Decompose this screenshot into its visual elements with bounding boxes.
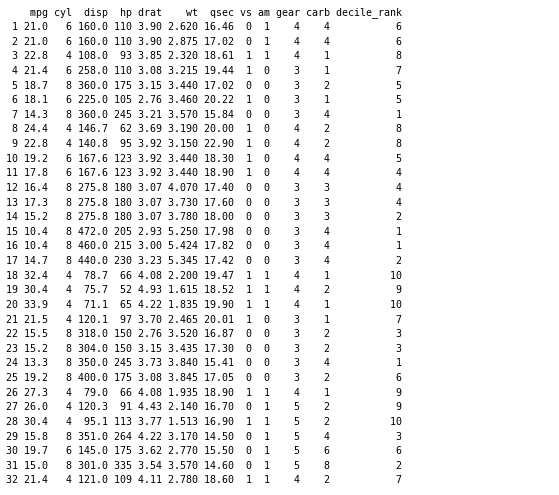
- Text: 28 30.4   4  95.1 113 3.77 1.513 16.90  1  1    5    2          10: 28 30.4 4 95.1 113 3.77 1.513 16.90 1 1 …: [6, 417, 401, 427]
- Text: 24 13.3   8 350.0 245 3.73 3.840 15.41  0  0    3    4           1: 24 13.3 8 350.0 245 3.73 3.840 15.41 0 0…: [6, 358, 401, 368]
- Text: 31 15.0   8 301.0 335 3.54 3.570 14.60  0  1    5    8           2: 31 15.0 8 301.0 335 3.54 3.570 14.60 0 1…: [6, 461, 401, 471]
- Text: 1 21.0   6 160.0 110 3.90 2.620 16.46  0  1    4    4           6: 1 21.0 6 160.0 110 3.90 2.620 16.46 0 1 …: [6, 22, 401, 32]
- Text: 4 21.4   6 258.0 110 3.08 3.215 19.44  1  0    3    1           7: 4 21.4 6 258.0 110 3.08 3.215 19.44 1 0 …: [6, 66, 401, 76]
- Text: mpg cyl  disp  hp drat    wt  qsec vs am gear carb decile_rank: mpg cyl disp hp drat wt qsec vs am gear …: [6, 7, 401, 18]
- Text: 30 19.7   6 145.0 175 3.62 2.770 15.50  0  1    5    6           6: 30 19.7 6 145.0 175 3.62 2.770 15.50 0 1…: [6, 446, 401, 456]
- Text: 9 22.8   4 140.8  95 3.92 3.150 22.90  1  0    4    2           8: 9 22.8 4 140.8 95 3.92 3.150 22.90 1 0 4…: [6, 139, 401, 149]
- Text: 19 30.4   4  75.7  52 4.93 1.615 18.52  1  1    4    2           9: 19 30.4 4 75.7 52 4.93 1.615 18.52 1 1 4…: [6, 285, 401, 296]
- Text: 18 32.4   4  78.7  66 4.08 2.200 19.47  1  1    4    1          10: 18 32.4 4 78.7 66 4.08 2.200 19.47 1 1 4…: [6, 271, 401, 281]
- Text: 22 15.5   8 318.0 150 2.76 3.520 16.87  0  0    3    2           3: 22 15.5 8 318.0 150 2.76 3.520 16.87 0 0…: [6, 329, 401, 339]
- Text: 12 16.4   8 275.8 180 3.07 4.070 17.40  0  0    3    3           4: 12 16.4 8 275.8 180 3.07 4.070 17.40 0 0…: [6, 183, 401, 193]
- Text: 7 14.3   8 360.0 245 3.21 3.570 15.84  0  0    3    4           1: 7 14.3 8 360.0 245 3.21 3.570 15.84 0 0 …: [6, 110, 401, 120]
- Text: 20 33.9   4  71.1  65 4.22 1.835 19.90  1  1    4    1          10: 20 33.9 4 71.1 65 4.22 1.835 19.90 1 1 4…: [6, 300, 401, 310]
- Text: 8 24.4   4 146.7  62 3.69 3.190 20.00  1  0    4    2           8: 8 24.4 4 146.7 62 3.69 3.190 20.00 1 0 4…: [6, 124, 401, 135]
- Text: 10 19.2   6 167.6 123 3.92 3.440 18.30  1  0    4    4           5: 10 19.2 6 167.6 123 3.92 3.440 18.30 1 0…: [6, 153, 401, 164]
- Text: 13 17.3   8 275.8 180 3.07 3.730 17.60  0  0    3    3           4: 13 17.3 8 275.8 180 3.07 3.730 17.60 0 0…: [6, 198, 401, 207]
- Text: 5 18.7   8 360.0 175 3.15 3.440 17.02  0  0    3    2           5: 5 18.7 8 360.0 175 3.15 3.440 17.02 0 0 …: [6, 81, 401, 91]
- Text: 6 18.1   6 225.0 105 2.76 3.460 20.22  1  0    3    1           5: 6 18.1 6 225.0 105 2.76 3.460 20.22 1 0 …: [6, 95, 401, 105]
- Text: 2 21.0   6 160.0 110 3.90 2.875 17.02  0  1    4    4           6: 2 21.0 6 160.0 110 3.90 2.875 17.02 0 1 …: [6, 37, 401, 47]
- Text: 17 14.7   8 440.0 230 3.23 5.345 17.42  0  0    3    4           2: 17 14.7 8 440.0 230 3.23 5.345 17.42 0 0…: [6, 256, 401, 266]
- Text: 23 15.2   8 304.0 150 3.15 3.435 17.30  0  0    3    2           3: 23 15.2 8 304.0 150 3.15 3.435 17.30 0 0…: [6, 344, 401, 354]
- Text: 27 26.0   4 120.3  91 4.43 2.140 16.70  0  1    5    2           9: 27 26.0 4 120.3 91 4.43 2.140 16.70 0 1 …: [6, 402, 401, 412]
- Text: 14 15.2   8 275.8 180 3.07 3.780 18.00  0  0    3    3           2: 14 15.2 8 275.8 180 3.07 3.780 18.00 0 0…: [6, 212, 401, 222]
- Text: 21 21.5   4 120.1  97 3.70 2.465 20.01  1  0    3    1           7: 21 21.5 4 120.1 97 3.70 2.465 20.01 1 0 …: [6, 314, 401, 325]
- Text: 32 21.4   4 121.0 109 4.11 2.780 18.60  1  1    4    2           7: 32 21.4 4 121.0 109 4.11 2.780 18.60 1 1…: [6, 475, 401, 486]
- Text: 26 27.3   4  79.0  66 4.08 1.935 18.90  1  1    4    1           9: 26 27.3 4 79.0 66 4.08 1.935 18.90 1 1 4…: [6, 388, 401, 397]
- Text: 3 22.8   4 108.0  93 3.85 2.320 18.61  1  1    4    1           8: 3 22.8 4 108.0 93 3.85 2.320 18.61 1 1 4…: [6, 51, 401, 61]
- Text: 11 17.8   6 167.6 123 3.92 3.440 18.90  1  0    4    4           4: 11 17.8 6 167.6 123 3.92 3.440 18.90 1 0…: [6, 168, 401, 178]
- Text: 29 15.8   8 351.0 264 4.22 3.170 14.50  0  1    5    4           3: 29 15.8 8 351.0 264 4.22 3.170 14.50 0 1…: [6, 432, 401, 442]
- Text: 25 19.2   8 400.0 175 3.08 3.845 17.05  0  0    3    2           6: 25 19.2 8 400.0 175 3.08 3.845 17.05 0 0…: [6, 373, 401, 383]
- Text: 16 10.4   8 460.0 215 3.00 5.424 17.82  0  0    3    4           1: 16 10.4 8 460.0 215 3.00 5.424 17.82 0 0…: [6, 242, 401, 251]
- Text: 15 10.4   8 472.0 205 2.93 5.250 17.98  0  0    3    4           1: 15 10.4 8 472.0 205 2.93 5.250 17.98 0 0…: [6, 227, 401, 237]
